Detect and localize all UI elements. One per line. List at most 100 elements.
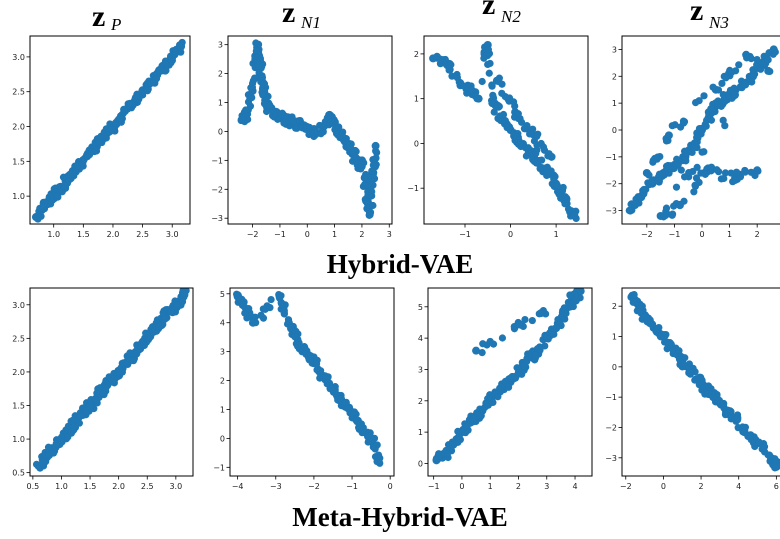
y-tick-label: 0 <box>414 139 419 148</box>
y-tick-label: 1.0 <box>12 192 25 201</box>
data-point <box>645 171 653 179</box>
axes-frame <box>227 35 393 225</box>
data-point <box>539 143 548 151</box>
data-point <box>291 332 299 341</box>
data-point <box>368 167 376 175</box>
x-tick-label: 4 <box>736 482 741 491</box>
data-point <box>753 166 762 175</box>
x-tick-label: 0 <box>388 482 393 491</box>
data-point <box>576 288 585 296</box>
point-cloud <box>237 39 381 219</box>
data-point <box>726 407 734 415</box>
y-tick-label: 3 <box>612 45 617 54</box>
data-point <box>285 318 293 326</box>
point-cloud <box>429 40 580 223</box>
data-point <box>252 39 260 47</box>
data-point <box>488 81 496 89</box>
data-point <box>722 74 730 82</box>
data-point <box>248 79 257 88</box>
data-point <box>662 207 670 215</box>
data-point <box>739 428 747 436</box>
data-point <box>630 290 638 299</box>
y-tick-label: 5 <box>418 303 423 312</box>
y-tick-label: 1 <box>612 99 617 108</box>
data-point <box>733 416 742 424</box>
data-point <box>680 197 688 205</box>
y-tick-label: 0 <box>218 127 223 136</box>
y-tick-label: 1 <box>218 99 223 108</box>
x-tick-label: −2 <box>247 230 259 239</box>
data-point <box>346 143 354 151</box>
x-tick-label: −1 <box>459 230 471 239</box>
data-point <box>436 55 445 63</box>
x-tick-label: 2.0 <box>107 230 120 239</box>
data-point <box>719 91 727 99</box>
data-point <box>73 162 81 170</box>
x-tick-label: 1 <box>554 230 559 239</box>
x-tick-label: 1.0 <box>47 230 60 239</box>
y-tick-label: 2.0 <box>12 123 25 132</box>
column-title-main: z <box>92 0 105 33</box>
y-tick-label: −2 <box>605 180 617 189</box>
x-tick-label: 3 <box>387 230 392 239</box>
x-tick-label: 0 <box>508 230 513 239</box>
data-point <box>726 66 734 75</box>
data-point <box>371 445 379 453</box>
data-point <box>258 74 266 82</box>
x-tick-label: 0 <box>661 482 666 491</box>
column-title-main: z <box>690 0 703 27</box>
scatter-panel-hybrid-zp: 1.0 1.5 2.0 2.5 3.0 1.0 1.5 2.0 2.5 3.0 <box>12 35 191 239</box>
data-point <box>242 106 250 114</box>
column-title-zn3: z N3 <box>690 0 729 32</box>
data-point <box>490 108 498 116</box>
data-point <box>707 116 716 124</box>
data-point <box>661 332 669 340</box>
data-point <box>474 94 483 103</box>
y-tick-label: 5 <box>220 290 225 299</box>
data-point <box>572 297 580 305</box>
scatter-panel-hybrid-zn2: −1 0 1 −1 0 1 2 <box>407 35 589 239</box>
x-tick-label: 0 <box>699 230 704 239</box>
data-point <box>691 368 699 376</box>
scatter-panel-hybrid-zn3: −2 −1 0 1 2 −3 −2 −1 0 1 2 3 <box>605 35 780 239</box>
x-tick-label: 2.0 <box>112 482 125 491</box>
data-point <box>537 309 546 318</box>
data-point <box>515 321 523 329</box>
data-point <box>115 369 123 377</box>
point-cloud <box>233 290 384 467</box>
x-tick-label: 3.0 <box>169 482 182 491</box>
x-tick-label: 0 <box>305 230 310 239</box>
data-point <box>489 91 497 99</box>
data-point <box>484 60 492 69</box>
data-point <box>259 91 267 99</box>
y-tick-label: −3 <box>605 207 617 216</box>
data-point <box>520 362 528 370</box>
data-point <box>485 49 494 58</box>
data-point <box>39 457 47 466</box>
data-point <box>547 152 556 161</box>
data-point <box>679 119 688 127</box>
scatter-panel-meta-zn1: −4 −3 −2 −1 0 −1 0 1 2 3 4 5 <box>213 287 395 491</box>
data-point <box>558 186 567 195</box>
data-point <box>648 177 656 185</box>
data-point <box>356 422 364 430</box>
data-point <box>533 132 541 140</box>
x-tick-label: 2.5 <box>136 230 149 239</box>
column-title-main: z <box>282 0 295 29</box>
data-point <box>663 345 671 353</box>
data-point <box>677 166 685 174</box>
data-point <box>489 340 498 348</box>
data-point <box>541 342 549 350</box>
data-point <box>180 290 189 299</box>
data-point <box>547 167 555 175</box>
data-point <box>363 198 371 206</box>
y-tick-label: 4 <box>220 319 225 328</box>
data-point <box>654 176 663 185</box>
data-point <box>369 201 377 210</box>
y-tick-label: −1 <box>211 156 223 165</box>
data-point <box>715 396 723 405</box>
data-point <box>52 440 60 448</box>
data-point <box>91 396 100 404</box>
data-point <box>161 315 169 323</box>
